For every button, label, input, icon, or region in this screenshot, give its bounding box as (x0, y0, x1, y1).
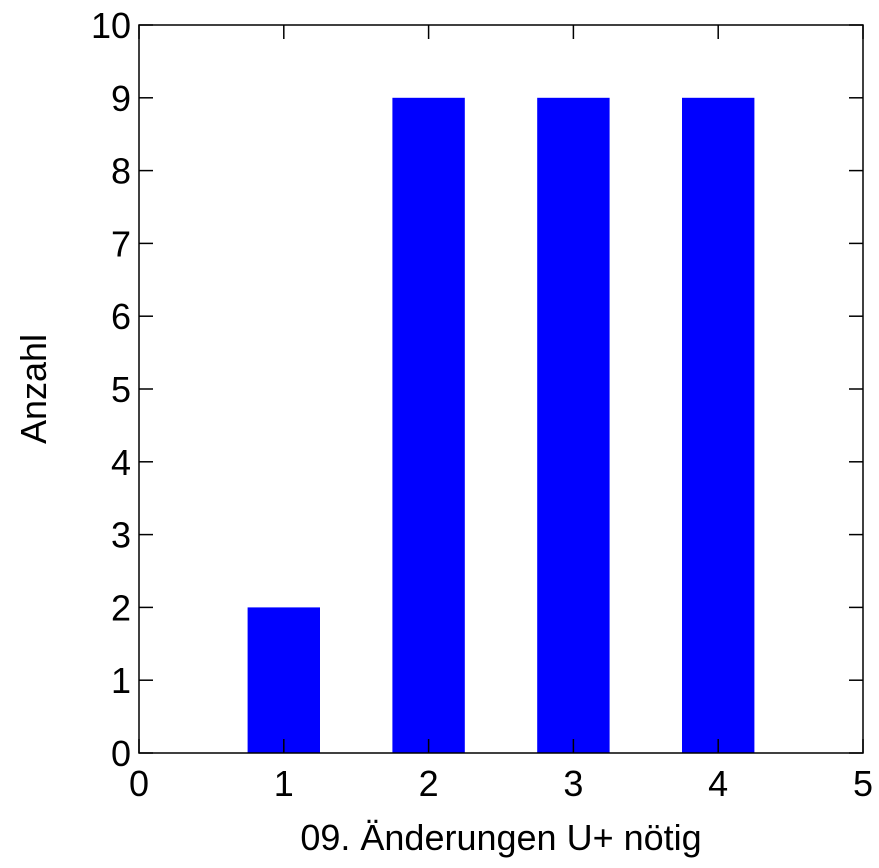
y-axis-label: Anzahl (13, 334, 54, 444)
y-tick-label-0: 0 (111, 733, 131, 774)
y-tick-label-2: 2 (111, 587, 131, 628)
y-tick-label-7: 7 (111, 223, 131, 264)
y-tick-label-8: 8 (111, 151, 131, 192)
y-tick-label-5: 5 (111, 369, 131, 410)
x-tick-label-1: 1 (274, 763, 294, 804)
x-tick-label-5: 5 (853, 763, 873, 804)
x-tick-label-4: 4 (708, 763, 728, 804)
axis-ticks (138, 24, 864, 754)
x-tick-label-3: 3 (563, 763, 583, 804)
y-tick-label-6: 6 (111, 296, 131, 337)
bar-4 (682, 97, 755, 754)
y-tick-label-4: 4 (111, 442, 131, 483)
bar-2 (392, 97, 465, 754)
y-tick-label-3: 3 (111, 515, 131, 556)
y-tick-label-10: 10 (91, 5, 131, 46)
y-tick-label-1: 1 (111, 660, 131, 701)
x-axis-tick-labels: 0 1 2 3 4 5 (129, 763, 873, 804)
bar-1 (247, 607, 320, 753)
bar-3 (537, 97, 610, 754)
x-tick-label-0: 0 (129, 763, 149, 804)
x-axis-label: 09. Änderungen U+ nötig (300, 817, 701, 858)
x-tick-label-2: 2 (419, 763, 439, 804)
y-axis-tick-labels: 0 1 2 3 4 5 6 7 8 9 10 (91, 5, 131, 774)
y-tick-label-9: 9 (111, 78, 131, 119)
bars (247, 97, 755, 754)
